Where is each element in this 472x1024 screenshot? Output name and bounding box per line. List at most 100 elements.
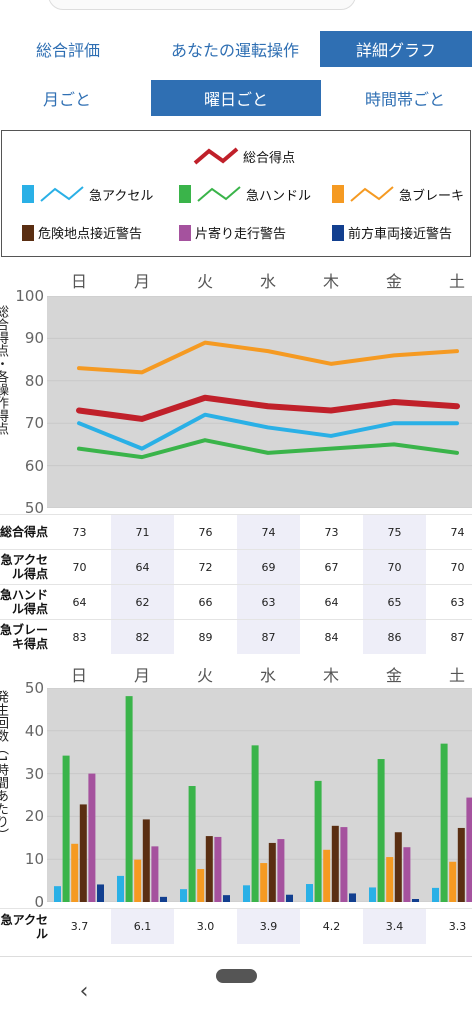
bar-0-1 bbox=[117, 875, 124, 902]
total-line-icon bbox=[193, 147, 239, 165]
table-cell: 71 bbox=[111, 515, 174, 549]
table-cell: 69 bbox=[237, 550, 300, 584]
back-icon[interactable]: ‹ bbox=[79, 979, 89, 1004]
bar-5-1 bbox=[160, 896, 167, 902]
handle-bar-icon bbox=[179, 185, 191, 203]
day-label: 金 bbox=[385, 272, 402, 291]
tab-detail-graph[interactable]: 詳細グラフ bbox=[320, 31, 472, 67]
table-cell: 84 bbox=[324, 630, 339, 644]
table-cell: 76 bbox=[198, 525, 213, 539]
y-tick-label: 40 bbox=[24, 721, 44, 740]
row-label: 急アクセル bbox=[0, 912, 48, 941]
bar-1-0 bbox=[62, 755, 70, 902]
bar-2-4 bbox=[323, 849, 331, 902]
table-cell: 72 bbox=[198, 560, 213, 574]
accel-line-icon bbox=[40, 186, 84, 202]
y-tick-label: 100 bbox=[15, 287, 44, 305]
table-cell: 63 bbox=[450, 595, 465, 609]
bar-2-2 bbox=[197, 869, 205, 902]
day-label: 月 bbox=[133, 666, 150, 685]
table-cell: 83 bbox=[72, 630, 87, 644]
y-tick-label: 0 bbox=[34, 893, 44, 911]
table-cell: 65 bbox=[363, 585, 426, 619]
y-tick-label: 60 bbox=[24, 456, 44, 475]
table-cell: 73 bbox=[72, 525, 87, 539]
legend-lane: 片寄り走行警告 bbox=[179, 223, 286, 242]
table-cell: 73 bbox=[324, 525, 339, 539]
bar-0-3 bbox=[243, 885, 250, 902]
table-cell: 64 bbox=[324, 595, 339, 609]
y-tick-label: 70 bbox=[24, 414, 44, 433]
bar-5-5 bbox=[412, 899, 419, 902]
tab-your-driving[interactable]: あなたの運転操作 bbox=[170, 41, 299, 60]
brake-line-icon bbox=[350, 186, 394, 202]
y-tick-label: 50 bbox=[24, 499, 44, 517]
bar-4-5 bbox=[403, 847, 411, 902]
day-label: 日 bbox=[70, 272, 87, 291]
tab-monthly[interactable]: 月ごと bbox=[42, 90, 91, 109]
bar-2-6 bbox=[449, 861, 457, 902]
table-cell: 3.3 bbox=[448, 920, 467, 933]
table-cell: 75 bbox=[363, 515, 426, 549]
bar-chart bbox=[47, 687, 472, 903]
table-cell: 70 bbox=[72, 560, 87, 574]
y-tick-label: 50 bbox=[24, 679, 44, 697]
row-label: 総合得点 bbox=[0, 525, 49, 539]
legend-brake: 急ブレーキ bbox=[332, 183, 464, 205]
legend-handle: 急ハンドル bbox=[179, 183, 311, 205]
day-label: 火 bbox=[196, 272, 213, 291]
tab-hourly[interactable]: 時間帯ごと bbox=[364, 90, 445, 109]
table-cell: 3.0 bbox=[196, 920, 215, 933]
table-cell: 87 bbox=[237, 620, 300, 654]
bar-2-1 bbox=[134, 859, 142, 902]
day-header-1: 日月火水木金土 bbox=[0, 268, 472, 294]
table-cell: 62 bbox=[111, 585, 174, 619]
table-cell: 86 bbox=[363, 620, 426, 654]
legend-total: 総合得点 bbox=[192, 145, 295, 167]
day-label: 水 bbox=[259, 272, 276, 291]
day-label: 火 bbox=[196, 666, 213, 685]
bar-1-6 bbox=[440, 743, 448, 902]
line-series-2 bbox=[77, 438, 459, 460]
y-tick-label: 90 bbox=[24, 329, 44, 348]
bar-5-2 bbox=[223, 895, 230, 902]
accel-bar-icon bbox=[22, 185, 34, 203]
bar-3-6 bbox=[457, 827, 465, 902]
line-series-0 bbox=[76, 394, 460, 422]
day-label: 月 bbox=[133, 272, 150, 291]
table-cell: 67 bbox=[324, 560, 339, 574]
bar-4-2 bbox=[214, 836, 222, 902]
day-label: 土 bbox=[448, 272, 465, 291]
legend-danger: 危険地点接近警告 bbox=[22, 223, 142, 242]
lane-bar-icon bbox=[179, 224, 191, 241]
table-cell: 70 bbox=[363, 550, 426, 584]
row-label: 急ブレーキ得点 bbox=[0, 623, 49, 651]
y-axis-label-count: 発生回数（1時間あたり） bbox=[0, 690, 8, 842]
brake-bar-icon bbox=[332, 185, 344, 203]
table-cell: 63 bbox=[237, 585, 300, 619]
bar-3-3 bbox=[268, 842, 276, 902]
tab-weekday[interactable]: 曜日ごと bbox=[151, 80, 321, 116]
day-header-2: 日月火水木金土 bbox=[0, 662, 472, 688]
tab-overall[interactable]: 総合評価 bbox=[35, 41, 100, 60]
table-row: 急アクセル 3.7 6.1 3.0 3.9 4.2 3.4 3.3 bbox=[0, 908, 472, 944]
table-row: 急ブレーキ得点 83 82 89 87 84 86 87 bbox=[0, 619, 472, 654]
day-label: 木 bbox=[322, 666, 339, 685]
search-bar[interactable] bbox=[48, 0, 356, 10]
bar-3-4 bbox=[331, 825, 339, 902]
bar-5-0 bbox=[97, 884, 104, 902]
row-label: 急アクセル得点 bbox=[0, 553, 48, 581]
table-cell: 74 bbox=[237, 515, 300, 549]
bar-3-0 bbox=[79, 804, 87, 902]
home-pill[interactable] bbox=[216, 969, 257, 983]
bar-2-0 bbox=[71, 843, 79, 902]
legend-accel: 急アクセル bbox=[22, 183, 153, 205]
system-navigation-bar: ‹ bbox=[0, 956, 472, 1024]
bar-4-4 bbox=[340, 827, 348, 902]
line-series-1 bbox=[77, 412, 459, 451]
table-cell: 87 bbox=[450, 630, 465, 644]
bar-2-5 bbox=[386, 857, 394, 902]
table-row: 急ハンドル得点 64 62 66 63 64 65 63 bbox=[0, 584, 472, 619]
bar-5-3 bbox=[286, 894, 293, 902]
